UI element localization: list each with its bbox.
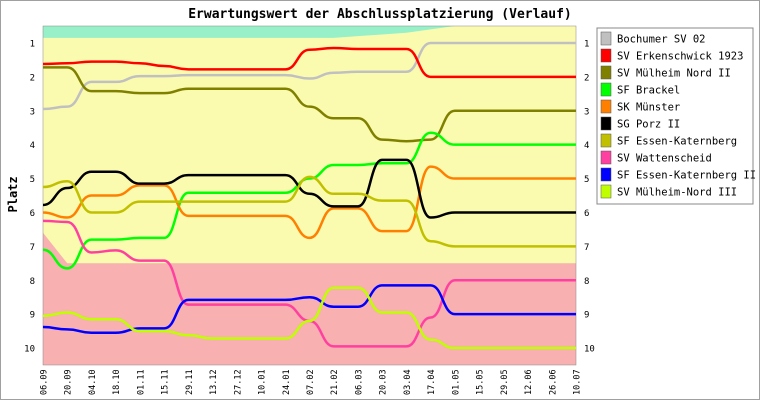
series-line-5 xyxy=(42,158,577,219)
legend-label: SV Mülheim Nord II xyxy=(617,68,731,80)
x-tick-label: 17.04 xyxy=(427,369,437,395)
x-tick-label: 26.06 xyxy=(548,369,558,395)
x-tick-label: 20.09 xyxy=(64,369,74,395)
legend-label: SF Essen-Katernberg xyxy=(617,136,737,148)
y-tick-label-right: 1 xyxy=(584,39,589,49)
legend-swatch xyxy=(600,82,612,97)
x-tick-label: 24.01 xyxy=(282,369,292,395)
legend-label: Bochumer SV 02 xyxy=(617,34,706,46)
legend-label: SF Essen-Katernberg II xyxy=(617,170,756,182)
x-tick-label: 29.11 xyxy=(185,369,195,395)
y-tick-label-left: 10 xyxy=(24,345,35,355)
y-axis-label: Platz xyxy=(6,176,20,212)
legend: Bochumer SV 02 SV Erkenschwick 1923 SV Mül… xyxy=(596,27,756,205)
series-line-1 xyxy=(42,46,576,79)
series-line-3 xyxy=(42,131,576,270)
y-tick-label-right: 6 xyxy=(584,209,589,219)
y-tick-label-right: 2 xyxy=(584,73,589,83)
chart-title: Erwartungswert der Abschlussplatzierung … xyxy=(188,7,572,22)
legend-swatch xyxy=(600,116,612,131)
y-tick-label-left: 4 xyxy=(30,141,35,151)
y-tick-label-right: 7 xyxy=(584,243,589,253)
series-layer xyxy=(42,41,577,350)
series-line-9 xyxy=(42,286,576,350)
series-line-0 xyxy=(42,41,576,111)
legend-label: SV Mülheim-Nord III xyxy=(617,187,737,199)
y-tick-label-right: 3 xyxy=(584,107,589,117)
legend-swatch xyxy=(600,99,612,114)
x-tick-label: 10.01 xyxy=(258,369,268,395)
x-tick-label: 21.02 xyxy=(330,369,340,395)
x-tick-label: 10.07 xyxy=(573,369,583,395)
x-tick-label: 07.02 xyxy=(306,369,316,395)
x-tick-label: 06.03 xyxy=(354,369,364,395)
x-tick-label: 15.05 xyxy=(476,369,486,395)
x-tick-label: 12.06 xyxy=(524,369,534,395)
legend-box xyxy=(596,27,754,205)
legend-swatch xyxy=(600,150,612,165)
y-tick-label-left: 7 xyxy=(30,243,35,253)
y-tick-label-left: 3 xyxy=(30,107,35,117)
axes-layer: 1 1 2 2 3 3 4 4 5 5 6 6 7 7 8 8 9 9 10 10 06.09 20.09 04.10 18.… xyxy=(24,25,595,395)
x-tick-label: 01.11 xyxy=(136,369,146,395)
legend-label: SF Brackel xyxy=(617,85,680,97)
series-line-6 xyxy=(42,175,577,248)
y-tick-label-left: 1 xyxy=(30,39,35,49)
x-tick-label: 13.12 xyxy=(209,369,219,395)
legend-swatch xyxy=(600,167,612,182)
legend-label: SG Porz II xyxy=(617,119,680,131)
series-line-2 xyxy=(43,66,576,143)
y-tick-label-right: 4 xyxy=(584,141,589,151)
x-tick-label: 20.03 xyxy=(379,369,389,395)
x-tick-label: 29.05 xyxy=(500,369,510,395)
legend-label: SK Münster xyxy=(617,102,680,114)
y-tick-label-left: 5 xyxy=(30,175,35,185)
y-tick-label-left: 8 xyxy=(30,277,35,287)
x-tick-label: 15.11 xyxy=(161,369,171,395)
y-tick-label-right: 8 xyxy=(584,277,589,287)
x-tick-label: 27.12 xyxy=(233,369,243,395)
legend-label: SV Erkenschwick 1923 xyxy=(617,51,743,63)
y-tick-label-left: 2 xyxy=(30,73,35,83)
legend-swatch xyxy=(600,184,612,199)
legend-swatch xyxy=(600,133,612,148)
legend-swatch xyxy=(600,65,612,80)
x-tick-label: 06.09 xyxy=(40,369,50,395)
zone-top xyxy=(43,26,576,38)
y-tick-label-left: 9 xyxy=(30,311,35,321)
legend-swatch xyxy=(600,31,612,46)
x-tick-label: 04.10 xyxy=(88,369,98,395)
legend-swatch xyxy=(600,48,612,63)
y-tick-label-right: 10 xyxy=(584,345,595,355)
y-tick-label-left: 6 xyxy=(30,209,35,219)
y-tick-label-right: 9 xyxy=(584,311,589,321)
y-tick-label-right: 5 xyxy=(584,175,589,185)
x-tick-label: 03.04 xyxy=(403,369,413,395)
plot-frame xyxy=(42,25,577,366)
x-tick-label: 18.10 xyxy=(112,369,122,395)
legend-label: SV Wattenscheid xyxy=(617,153,712,165)
x-tick-label: 01.05 xyxy=(451,369,461,395)
series-line-4 xyxy=(42,165,576,240)
